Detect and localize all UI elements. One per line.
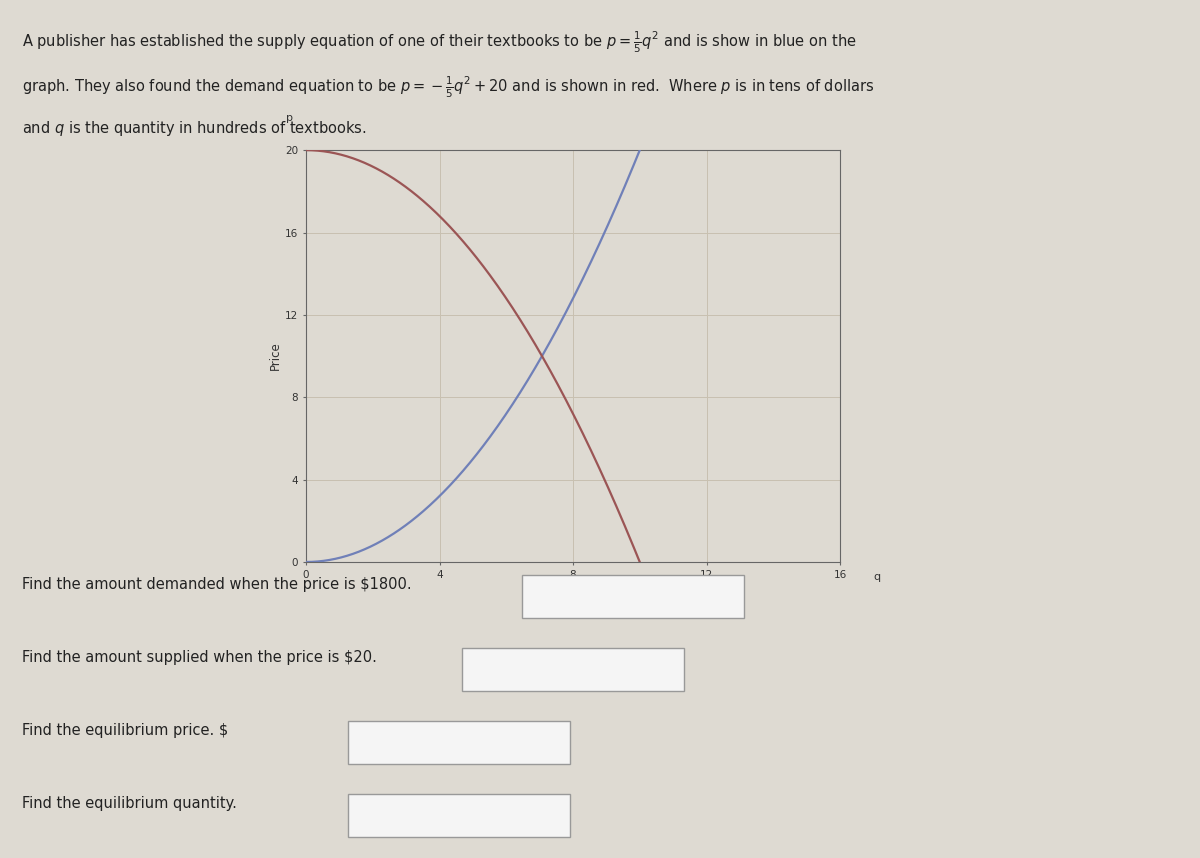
Text: Find the amount demanded when the price is $1800.: Find the amount demanded when the price … — [22, 577, 412, 592]
Text: Find the amount supplied when the price is $20.: Find the amount supplied when the price … — [22, 650, 377, 665]
Text: Find the equilibrium price. $: Find the equilibrium price. $ — [22, 723, 228, 738]
Text: A publisher has established the supply equation of one of their textbooks to be : A publisher has established the supply e… — [22, 30, 857, 56]
Text: Find the equilibrium quantity.: Find the equilibrium quantity. — [22, 796, 236, 811]
Text: and $q$ is the quantity in hundreds of textbooks.: and $q$ is the quantity in hundreds of t… — [22, 119, 366, 138]
Text: q: q — [874, 572, 881, 583]
Text: graph. They also found the demand equation to be $p = -\frac{1}{5}q^2 + 20$ and : graph. They also found the demand equati… — [22, 75, 874, 100]
Y-axis label: Price: Price — [269, 341, 282, 371]
Text: p: p — [286, 113, 293, 124]
X-axis label: Quantity: Quantity — [547, 583, 599, 597]
